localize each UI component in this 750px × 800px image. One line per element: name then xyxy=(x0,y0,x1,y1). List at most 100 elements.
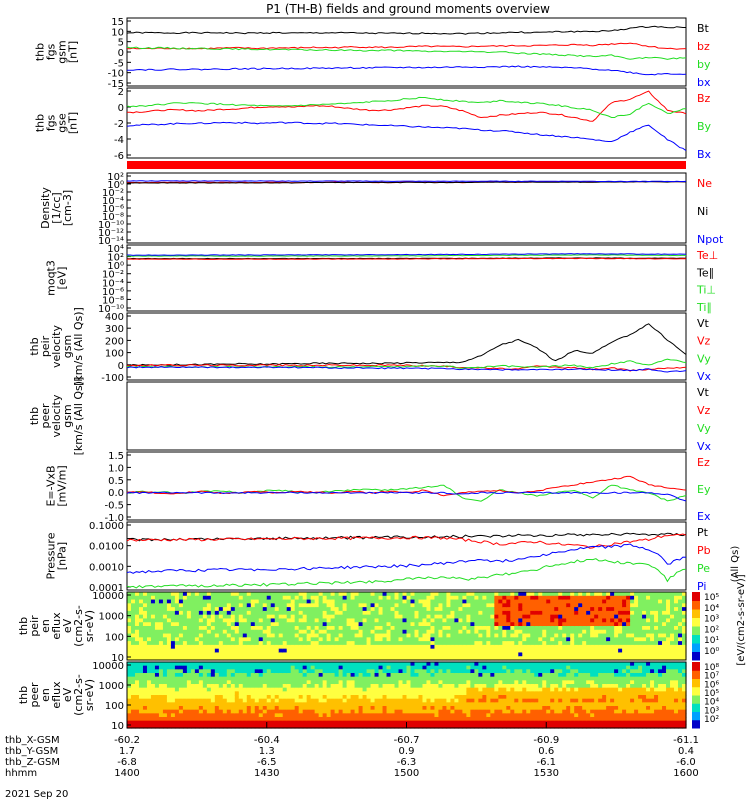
heatmap-cell xyxy=(618,618,623,623)
heatmap-cell xyxy=(306,599,312,604)
heatmap-cell xyxy=(234,644,240,650)
heatmap-cell xyxy=(330,720,336,725)
heatmap-cell xyxy=(130,656,136,661)
heatmap-cell xyxy=(446,633,452,638)
heatmap-cell xyxy=(166,603,172,608)
heatmap-cell xyxy=(566,673,571,678)
heatmap-cell xyxy=(150,691,156,696)
heatmap-cell xyxy=(574,673,579,678)
ytick-label: -0.5 xyxy=(104,501,124,512)
heatmap-cell xyxy=(426,709,432,714)
heatmap-cell xyxy=(514,626,519,631)
heatmap-cell xyxy=(542,713,547,718)
heatmap-cell xyxy=(150,614,156,620)
heatmap-cell xyxy=(202,669,208,674)
heatmap-cell xyxy=(318,618,324,623)
heatmap-cell xyxy=(466,691,471,696)
heatmap-cell xyxy=(434,607,440,612)
heatmap-cell xyxy=(554,656,559,661)
heatmap-cell xyxy=(390,644,396,650)
heatmap-cell xyxy=(422,687,428,692)
heatmap-cell xyxy=(350,599,356,604)
heatmap-cell xyxy=(410,691,416,696)
heatmap-cell xyxy=(362,607,368,612)
heatmap-cell xyxy=(554,720,559,725)
heatmap-cell xyxy=(254,706,260,711)
heatmap-cell xyxy=(127,641,132,646)
heatmap-cell xyxy=(202,691,208,696)
heatmap-cell xyxy=(430,717,436,722)
heatmap-cell xyxy=(326,687,332,692)
heatmap-cell xyxy=(314,706,320,711)
heatmap-cell xyxy=(366,595,372,601)
heatmap-cell xyxy=(594,599,599,604)
heatmap-cell xyxy=(658,652,663,657)
heatmap-cell xyxy=(334,618,340,623)
heatmap-cell xyxy=(674,633,679,638)
heatmap-cell xyxy=(174,592,180,597)
heatmap-cell xyxy=(382,629,388,635)
heatmap-cell xyxy=(426,595,432,601)
heatmap-cell xyxy=(158,599,164,604)
heatmap-cell xyxy=(354,662,360,667)
heatmap-cell xyxy=(358,695,364,700)
heatmap-cell xyxy=(158,614,164,620)
heatmap-cell xyxy=(278,669,284,674)
heatmap-cell xyxy=(338,662,344,667)
heatmap-cell xyxy=(506,691,511,696)
heatmap-cell xyxy=(562,603,567,608)
heatmap-cell xyxy=(662,614,667,620)
heatmap-cell xyxy=(390,673,396,678)
heatmap-cell xyxy=(546,644,551,650)
heatmap-cell xyxy=(278,641,284,646)
heatmap-cell xyxy=(402,629,408,635)
heatmap-cell xyxy=(662,595,667,601)
heatmap-cell xyxy=(658,633,663,638)
heatmap-cell xyxy=(318,698,324,703)
heatmap-cell xyxy=(518,698,523,703)
heatmap-cell xyxy=(390,691,396,696)
heatmap-cell xyxy=(318,673,324,678)
heatmap-cell xyxy=(418,691,424,696)
heatmap-cell xyxy=(258,720,264,725)
heatmap-cell xyxy=(606,687,611,692)
heatmap-cell xyxy=(590,641,595,646)
heatmap-cell xyxy=(462,622,467,627)
ylabel-line: sr-eV) xyxy=(83,679,96,711)
heatmap-cell xyxy=(306,676,312,681)
heatmap-cell xyxy=(494,618,499,623)
heatmap-cell xyxy=(486,622,491,627)
heatmap-cell xyxy=(370,644,376,650)
heatmap-cell xyxy=(414,713,420,718)
heatmap-cell xyxy=(482,641,487,646)
heatmap-cell xyxy=(614,618,619,623)
heatmap-cell xyxy=(206,592,212,597)
heatmap-cell xyxy=(454,680,460,685)
heatmap-cell xyxy=(490,603,495,608)
ytick-label: 10⁻⁴ xyxy=(102,196,124,207)
heatmap-cell xyxy=(466,684,471,689)
heatmap-cell xyxy=(482,687,487,692)
heatmap-cell xyxy=(498,695,503,700)
heatmap-cell xyxy=(174,633,180,638)
heatmap-cell xyxy=(454,652,460,657)
heatmap-cell xyxy=(290,662,296,667)
heatmap-cell xyxy=(170,592,176,597)
heatmap-cell xyxy=(158,665,164,670)
heatmap-cell xyxy=(198,695,204,700)
heatmap-cell xyxy=(470,724,475,729)
heatmap-cell xyxy=(302,706,308,711)
heatmap-cell xyxy=(566,691,571,696)
heatmap-cell xyxy=(458,676,463,681)
heatmap-cell xyxy=(162,648,168,654)
heatmap-cell xyxy=(602,676,607,681)
heatmap-cell xyxy=(470,702,475,707)
heatmap-cell xyxy=(222,641,228,646)
heatmap-cell xyxy=(166,669,172,674)
heatmap-cell xyxy=(166,662,172,667)
ytick-label: 300 xyxy=(105,324,124,335)
heatmap-cell xyxy=(606,695,611,700)
heatmap-cell xyxy=(290,629,296,635)
